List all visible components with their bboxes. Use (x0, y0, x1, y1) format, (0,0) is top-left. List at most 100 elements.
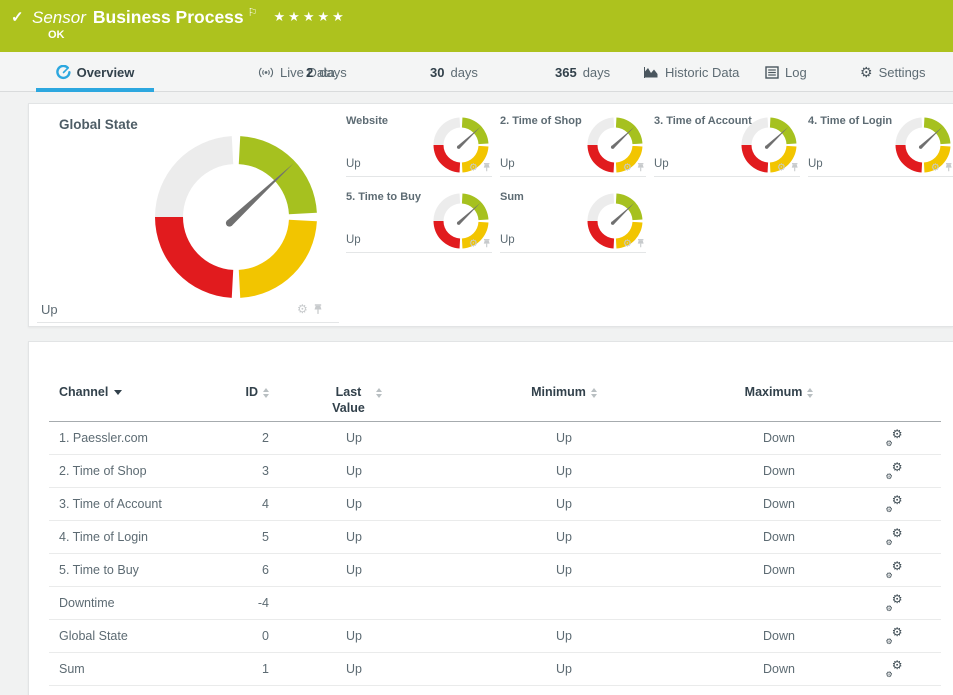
channel-gauge (741, 117, 797, 173)
cell-maximum: Down (763, 431, 795, 445)
sort-toggle-icon[interactable] (375, 388, 382, 398)
cell-last-value: Up (346, 629, 362, 643)
table-row: Global State 0 Up Up Down ⚙ ⚙ (49, 620, 941, 653)
cell-channel: 3. Time of Account (59, 497, 162, 511)
cell-id: 1 (262, 662, 269, 676)
channel-gauge (895, 117, 951, 173)
channel-settings-icon[interactable]: ⚙ ⚙ (885, 624, 903, 646)
column-header-maximum[interactable]: Maximum (689, 385, 869, 399)
tab-settings[interactable]: ⚙ Settings (860, 64, 926, 80)
cell-minimum: Up (556, 530, 572, 544)
priority-stars[interactable]: ★★★★★ (273, 9, 347, 24)
cell-maximum: Down (763, 629, 795, 643)
sort-toggle-icon[interactable] (590, 388, 597, 398)
cell-maximum: Down (763, 530, 795, 544)
pin-icon[interactable] (313, 303, 323, 315)
column-header-channel[interactable]: Channel (49, 385, 199, 399)
gauge-status: Up (41, 302, 58, 317)
cell-channel: 2. Time of Shop (59, 464, 147, 478)
channel-settings-icon[interactable]: ⚙ ⚙ (885, 558, 903, 580)
gear-icon[interactable]: ⚙ (469, 237, 479, 250)
mini-gauge-grid: Website Up ⚙ 2. Time of Shop Up ⚙ 3. Tim… (346, 111, 953, 253)
sort-toggle-icon[interactable] (807, 388, 814, 398)
gear-icon[interactable]: ⚙ (777, 161, 787, 174)
cell-id: 6 (262, 563, 269, 577)
cell-maximum: Down (763, 497, 795, 511)
column-header-minimum[interactable]: Minimum (439, 385, 689, 399)
cell-channel: Global State (59, 629, 128, 643)
channel-gauge (587, 193, 643, 249)
log-icon (765, 65, 779, 79)
table-row: 1. Paessler.com 2 Up Up Down ⚙ ⚙ (49, 422, 941, 455)
pin-icon[interactable] (637, 162, 646, 172)
cell-last-value: Up (346, 662, 362, 676)
pin-icon[interactable] (483, 238, 492, 248)
pin-icon[interactable] (791, 162, 800, 172)
gear-icon: ⚙ (860, 64, 873, 80)
cell-channel: Downtime (59, 596, 115, 610)
flag-icon[interactable]: ⚐ (247, 7, 258, 19)
cell-minimum: Up (556, 464, 572, 478)
table-row: Sum 1 Up Up Down ⚙ ⚙ (49, 653, 941, 686)
panel-title: Sum (500, 191, 524, 203)
cell-maximum: Down (763, 464, 795, 478)
cell-channel: 4. Time of Login (59, 530, 148, 544)
mini-gauge-panel: Sum Up ⚙ (500, 187, 646, 253)
cell-minimum: Up (556, 431, 572, 445)
table-row: 3. Time of Account 4 Up Up Down ⚙ ⚙ (49, 488, 941, 521)
pin-icon[interactable] (483, 162, 492, 172)
tab-365-days[interactable]: 365 days (555, 64, 611, 80)
status-badge: OK (48, 29, 65, 41)
sort-desc-icon (114, 390, 123, 395)
gear-icon[interactable]: ⚙ (469, 161, 479, 174)
table-row: 5. Time to Buy 6 Up Up Down ⚙ ⚙ (49, 554, 941, 587)
gauge-status: Up (346, 234, 361, 246)
channel-settings-icon[interactable]: ⚙ ⚙ (885, 591, 903, 613)
panel-title: Website (346, 115, 388, 127)
channel-settings-icon[interactable]: ⚙ ⚙ (885, 459, 903, 481)
gear-icon[interactable]: ⚙ (931, 161, 941, 174)
gauge-status: Up (808, 158, 823, 170)
panel-title: Global State (59, 117, 138, 132)
mini-gauge-panel: 2. Time of Shop Up ⚙ (500, 111, 646, 177)
gear-icon[interactable]: ⚙ (623, 161, 633, 174)
tab-log[interactable]: Log (765, 52, 807, 92)
mini-gauge-panel: 3. Time of Account Up ⚙ (654, 111, 800, 177)
sort-toggle-icon[interactable] (263, 388, 269, 398)
cell-maximum: Down (763, 563, 795, 577)
table-row: Downtime -4 ⚙ ⚙ (49, 587, 941, 620)
tab-30-days[interactable]: 30 days (430, 64, 478, 80)
tab-bar: Overview Live Data 2 days 30 days 365 da… (0, 52, 953, 92)
cell-minimum: Up (556, 497, 572, 511)
column-header-id[interactable]: ID (199, 385, 269, 399)
tab-2-days[interactable]: 2 days (306, 64, 347, 80)
sensor-header: ✓ Sensor Business Process ⚐ ★★★★★ OK (0, 0, 953, 52)
pin-icon[interactable] (637, 238, 646, 248)
gear-icon[interactable]: ⚙ (623, 237, 633, 250)
mini-gauge-panel: 4. Time of Login Up ⚙ (808, 111, 953, 177)
tab-historic-data[interactable]: Historic Data (643, 52, 739, 92)
panel-title: 2. Time of Shop (500, 115, 582, 127)
channel-settings-icon[interactable]: ⚙ ⚙ (885, 657, 903, 679)
gear-icon[interactable]: ⚙ (297, 302, 308, 316)
channel-gauge (433, 117, 489, 173)
channel-settings-icon[interactable]: ⚙ ⚙ (885, 525, 903, 547)
cell-last-value: Up (346, 464, 362, 478)
channel-gauge (433, 193, 489, 249)
tab-overview[interactable]: Overview (36, 52, 154, 92)
column-header-last-value[interactable]: Last Value (269, 385, 439, 416)
pin-icon[interactable] (945, 162, 953, 172)
panel-divider (37, 322, 339, 323)
channel-settings-icon[interactable]: ⚙ ⚙ (885, 426, 903, 448)
gauge-icon (55, 64, 71, 79)
gauge-status: Up (654, 158, 669, 170)
channel-settings-icon[interactable]: ⚙ ⚙ (885, 492, 903, 514)
cell-channel: 5. Time to Buy (59, 563, 139, 577)
cell-channel: Sum (59, 662, 85, 676)
cell-id: 0 (262, 629, 269, 643)
panel-title: 3. Time of Account (654, 115, 752, 127)
cell-minimum: Up (556, 563, 572, 577)
gauge-status: Up (500, 234, 515, 246)
tab-live-data[interactable]: Live Data (258, 52, 335, 92)
table-row: 4. Time of Login 5 Up Up Down ⚙ ⚙ (49, 521, 941, 554)
